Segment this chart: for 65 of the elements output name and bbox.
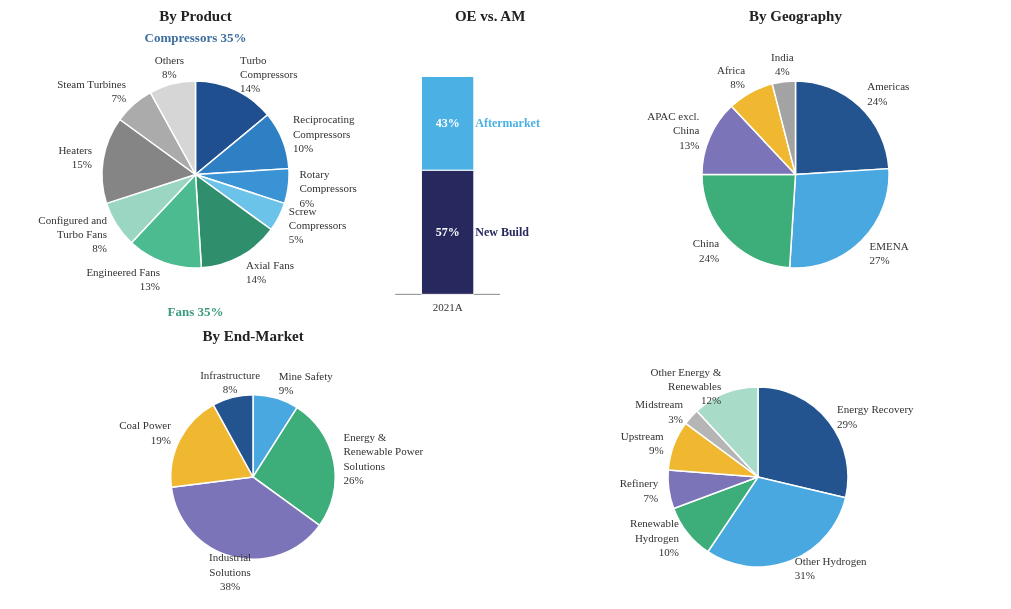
data-label: 8% <box>92 242 108 255</box>
slice-label: Coal Power <box>119 419 172 432</box>
x-tick-label: 2021A <box>432 301 463 314</box>
data-label: 19% <box>150 433 171 446</box>
data-label: 14% <box>245 273 267 286</box>
slice-label: China <box>692 237 720 250</box>
slice-label: Other Hydrogen <box>794 554 868 567</box>
data-label: 24% <box>867 94 888 107</box>
data-label: 57% <box>435 225 460 240</box>
data-label: 5% <box>288 233 304 246</box>
slice-label: India <box>771 51 794 64</box>
series-label: New Build <box>475 225 530 240</box>
slice-label: Axial Fans <box>245 258 294 271</box>
slice-label: Turbo Compressors <box>240 53 298 80</box>
series-label: Aftermarket <box>475 116 540 131</box>
data-label: 7% <box>643 491 659 504</box>
data-label: 31% <box>794 569 815 582</box>
data-label: 4% <box>775 65 790 78</box>
slice-label: Rotary Compressors <box>299 168 357 195</box>
slice-label: Midstream <box>635 398 684 411</box>
slice-label: Reciprocating Compressors <box>292 113 356 140</box>
chart-title: By End-Market <box>202 327 304 344</box>
data-label: 43% <box>435 116 460 131</box>
data-label: 10% <box>292 141 314 154</box>
chart-title: By Geography <box>749 7 843 24</box>
slice-label: Upstream <box>620 429 665 442</box>
slice-label: Africa <box>716 63 746 76</box>
data-label: 8% <box>730 78 746 91</box>
data-label: 8% <box>162 68 177 81</box>
data-label: 10% <box>658 546 679 559</box>
data-label: 15% <box>71 158 93 171</box>
text: Fans 35% <box>167 303 224 319</box>
chart-title: OE vs. AM <box>454 7 526 24</box>
data-label: 13% <box>679 138 700 151</box>
slice-label: Industrial Solutions <box>209 551 252 578</box>
data-label: 26% <box>343 474 364 487</box>
slice-label: Infrastructure <box>200 369 261 382</box>
data-label: 8% <box>222 383 238 396</box>
slice-label: Others <box>154 53 185 66</box>
slice-label: EMENA <box>869 239 909 252</box>
data-label: 24% <box>698 251 720 264</box>
data-label: 38% <box>220 580 241 593</box>
slice-label: Mine Safety <box>278 369 334 382</box>
data-label: 3% <box>668 412 683 425</box>
data-label: 29% <box>837 417 858 430</box>
slice-label: Americas <box>867 80 910 93</box>
slice-label: APAC excl. China <box>647 109 700 137</box>
text: Compressors 35% <box>144 30 247 46</box>
data-label: 13% <box>139 280 161 293</box>
data-label: 12% <box>701 394 722 407</box>
slice-label: Renewable Hydrogen <box>630 517 680 544</box>
data-label: 27% <box>869 254 890 267</box>
slice-label: Refinery <box>619 477 659 490</box>
slice-label: Energy Recovery <box>837 403 915 416</box>
slice-label: Heaters <box>58 143 93 156</box>
data-label: 7% <box>111 92 127 105</box>
slice-label: Energy & Renewable Power Solutions <box>343 431 424 472</box>
chart-title: By Product <box>159 7 232 24</box>
data-label: 9% <box>278 384 294 397</box>
slice-label: Configured and Turbo Fans <box>38 213 108 241</box>
slice-label: Other Energy & Renewables <box>650 365 722 392</box>
slice-label: Engineered Fans <box>86 265 161 278</box>
data-label: 14% <box>240 82 261 95</box>
slice-label: Steam Turbines <box>57 77 127 90</box>
data-label: 9% <box>648 443 664 456</box>
